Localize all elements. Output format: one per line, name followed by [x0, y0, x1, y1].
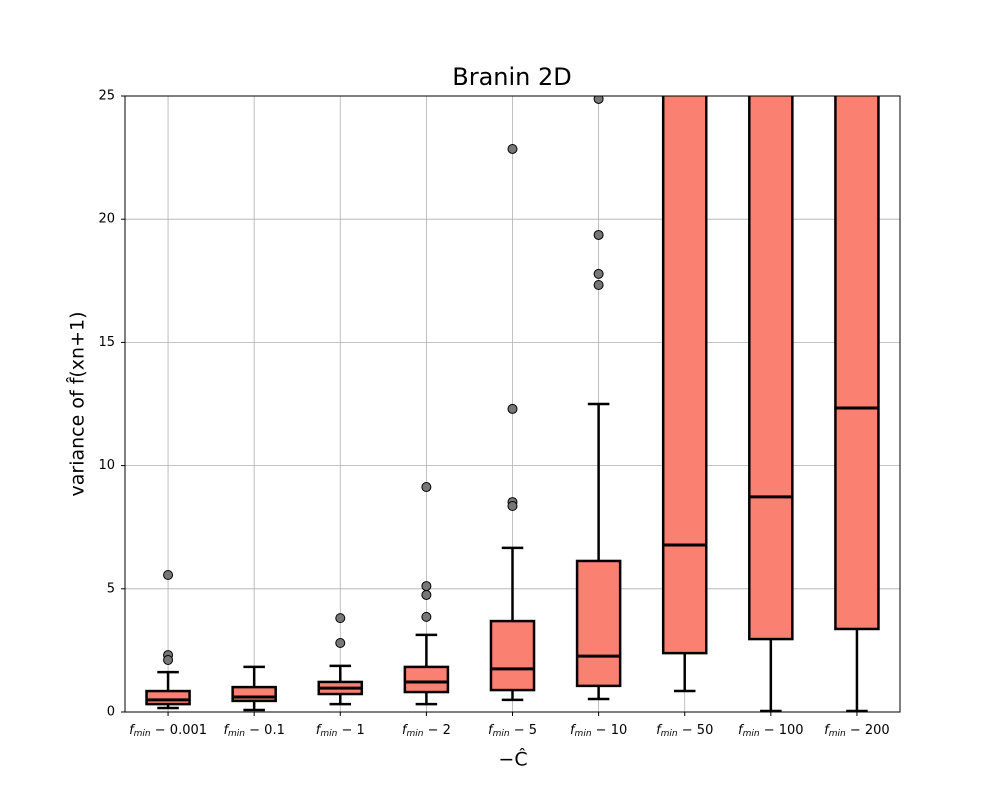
chart-title: Branin 2D	[452, 63, 572, 91]
x-tick-label: fmin − 0.1	[223, 723, 284, 739]
x-tick-label: fmin − 200	[824, 723, 890, 739]
x-tick-label: fmin − 5	[488, 723, 537, 739]
outlier	[507, 143, 518, 154]
plot-area	[145, 96, 880, 712]
outlier	[421, 581, 432, 592]
y-tick-label: 0	[107, 705, 115, 720]
outlier	[421, 589, 432, 600]
x-tick-label: fmin − 100	[738, 723, 804, 739]
y-tick-label: 20	[98, 212, 115, 227]
outlier	[335, 638, 346, 649]
outlier	[593, 229, 604, 240]
box	[231, 685, 277, 703]
box	[403, 665, 450, 694]
outlier	[163, 655, 174, 666]
box	[661, 96, 708, 655]
x-axis-label: −Ĉ	[498, 747, 527, 771]
outlier	[593, 268, 604, 279]
box	[834, 96, 880, 631]
x-tick-label: fmin − 2	[402, 723, 451, 739]
outlier	[421, 482, 432, 493]
box	[489, 619, 536, 692]
y-axis-label: variance of f̂(xn+1)	[66, 312, 88, 497]
outlier	[421, 611, 432, 622]
box	[575, 559, 622, 688]
y-tick-label: 15	[98, 335, 115, 350]
outlier	[163, 570, 174, 581]
box	[145, 689, 191, 706]
x-tick-label: fmin − 50	[656, 723, 713, 739]
outlier	[507, 501, 518, 512]
outlier	[593, 96, 604, 104]
x-tick-label: fmin − 1	[316, 723, 365, 739]
tick-labels: 0 5 10 15 20 25 fmin − 0.001 fmin − 0.1 fmin − 1…	[98, 89, 889, 739]
x-tick-label: fmin − 10	[570, 723, 627, 739]
x-tick-label: fmin − 0.001	[129, 723, 207, 739]
y-tick-label: 10	[98, 458, 115, 473]
outlier	[335, 613, 346, 624]
y-tick-label: 5	[107, 581, 115, 596]
outlier	[507, 403, 518, 414]
y-tick-label: 25	[98, 89, 115, 104]
outlier	[593, 279, 604, 290]
box	[748, 96, 794, 641]
